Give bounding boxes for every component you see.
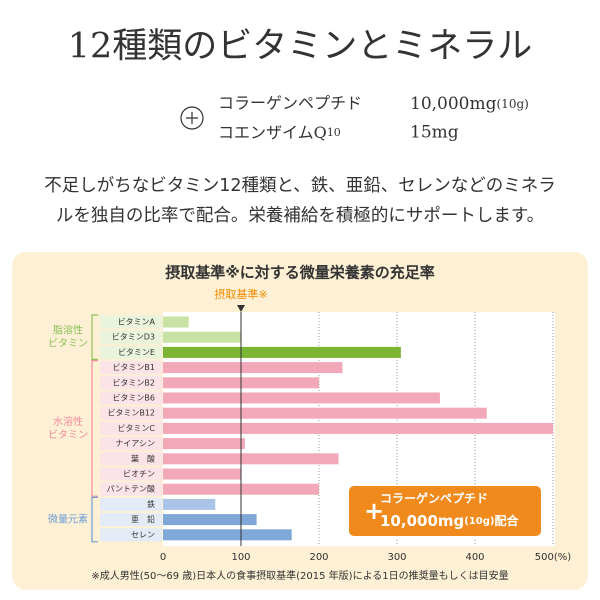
intro-line: 不足しがちなビタミン12種類と、鉄、亜鉛、セレンなどのミネラ [44,176,556,196]
row-label-bg [100,528,162,542]
item-amount: 10,000mg(10g) [410,94,529,114]
row-label-bg [100,315,162,329]
bar [163,498,216,510]
item-amount: 15mg [410,123,459,143]
callout-suffix: 配合 [494,513,519,528]
name: コエンザイムQ [218,123,327,142]
name-sub: 10 [327,126,341,139]
category-label: ナイアシン [115,439,155,448]
callout-box [347,484,543,538]
row-label-bg [100,345,162,359]
row-label-bg [100,391,162,405]
row-label-bg [100,437,162,451]
amount-note: (10g) [497,97,529,111]
bar [163,529,292,541]
intro-line: ルを独自の比率で配合。栄養補給を積極的にサポートします。 [56,206,544,226]
x-tick-label: 100 [231,552,250,563]
bar [163,392,440,404]
x-tick-label: 200 [309,552,328,563]
group-label: 水溶性 [53,415,83,428]
bar [163,453,339,465]
group-label: 脂溶性 [53,324,83,337]
group-label: 微量元素 [48,513,88,526]
group-bracket [91,360,98,497]
row-label-bg [100,452,162,466]
category-label: 葉 酸 [131,453,155,463]
callout-note: (10g) [464,516,494,527]
title: 12種類のビタミンとミネラル [68,27,533,67]
bar [163,438,245,450]
callout-line: 10,000mg(10g)配合 [380,512,519,530]
amount: 10,000mg [410,94,497,114]
callout-amount: 10,000mg [380,512,464,530]
row-label-bg [100,330,162,344]
bar [163,331,241,343]
row-label-bg [100,406,162,420]
bar [163,362,343,374]
category-label: ビタミンB12 [107,409,155,418]
category-label: ビタミンB2 [112,378,155,387]
x-tick-label: 400 [465,552,484,563]
plus-circle [180,106,204,130]
footnote: ※成人男性(50〜69 歳)日本人の食事摂取基準(2015 年版)による1日の推… [91,569,508,582]
group-label: ビタミン [48,338,88,350]
category-label: ビタミンE [118,348,155,357]
row-label-bg [100,482,162,496]
callout-line: コラーゲンペプチド [380,491,488,506]
bar [163,346,401,358]
category-label: セレン [131,530,155,539]
plus-icon [186,112,198,124]
reference-marker [237,305,245,312]
category-label: ビタミンB6 [112,394,155,403]
row-label-bg [100,513,162,527]
category-label: ビタミンA [118,318,156,327]
group-bracket [91,496,98,543]
category-label: パントテン酸 [107,484,155,494]
category-label: ビタミンC [117,424,155,433]
bar [163,468,241,480]
reference-label: 摂取基準※ [214,287,267,301]
category-label: ビタミンD3 [112,333,155,342]
callout-plus: + [364,497,384,525]
x-tick-label: 500(%) [535,552,571,563]
bar [163,407,487,419]
row-label-bg [100,467,162,481]
x-tick-label: 0 [160,552,166,563]
bar [163,514,257,526]
group-label: ビタミン [48,429,88,441]
item-name: コラーゲンペプチド [218,94,362,113]
group-bracket [91,314,98,360]
row-label-bg [100,421,162,435]
category-label: 亜 鉛 [131,514,155,524]
category-label: ビタミンB1 [112,363,155,372]
bar [163,316,189,328]
item-name: コエンザイムQ10 [218,123,341,142]
category-label: ビオチン [123,470,155,479]
bar [163,422,553,434]
x-tick-label: 300 [387,552,406,563]
row-label-bg [100,497,162,511]
category-label: 鉄 [147,499,155,509]
row-label-bg [100,376,162,390]
chart-title: 摂取基準※に対する微量栄養素の充足率 [165,264,435,282]
row-label-bg [100,361,162,375]
